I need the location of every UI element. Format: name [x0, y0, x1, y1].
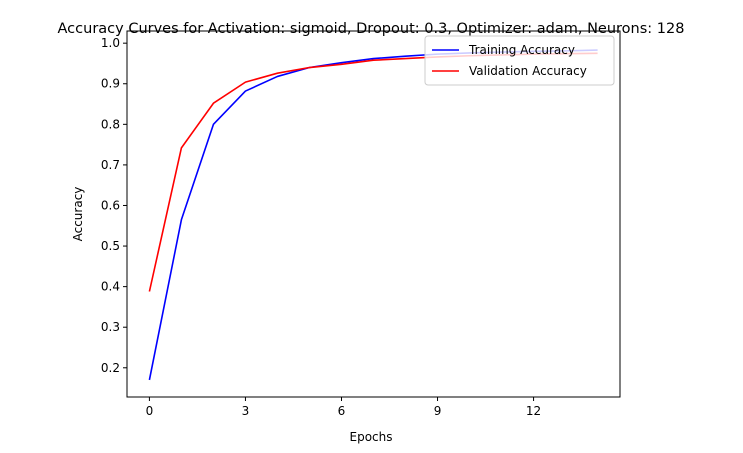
chart-title: Accuracy Curves for Activation: sigmoid,… [58, 21, 685, 37]
y-tick-label: 0.8 [101, 117, 120, 131]
x-tick-label: 9 [434, 404, 442, 418]
legend-label: Validation Accuracy [469, 64, 587, 78]
x-axis-label: Epochs [350, 430, 393, 444]
x-tick-label: 3 [242, 404, 250, 418]
y-tick-label: 0.3 [101, 320, 120, 334]
x-tick-label: 6 [338, 404, 346, 418]
y-tick-label: 0.5 [101, 239, 120, 253]
y-tick-label: 0.4 [101, 280, 120, 294]
y-tick-label: 0.6 [101, 198, 120, 212]
legend: Training Accuracy Validation Accuracy [424, 35, 615, 86]
axes-frame [126, 30, 621, 398]
plot-area: 0 3 6 9 12 0.2 0.3 0.4 0.5 0.6 0.7 0.8 0.9 1.0 [101, 30, 621, 418]
y-tick-label: 0.7 [101, 158, 120, 172]
x-axis-ticks: 0 3 6 9 12 [146, 397, 541, 418]
legend-box [424, 35, 615, 86]
x-tick-label: 0 [146, 404, 154, 418]
y-axis-label: Accuracy [71, 187, 85, 242]
y-tick-label: 0.2 [101, 361, 120, 375]
y-axis-ticks: 0.2 0.3 0.4 0.5 0.6 0.7 0.8 0.9 1.0 [101, 36, 127, 375]
legend-label: Training Accuracy [468, 43, 575, 57]
series-layer [148, 49, 598, 381]
series-line-training [148, 49, 598, 381]
y-tick-label: 0.9 [101, 77, 120, 91]
series-line-validation [148, 52, 598, 292]
y-tick-label: 1.0 [101, 36, 120, 50]
x-tick-label: 12 [526, 404, 541, 418]
